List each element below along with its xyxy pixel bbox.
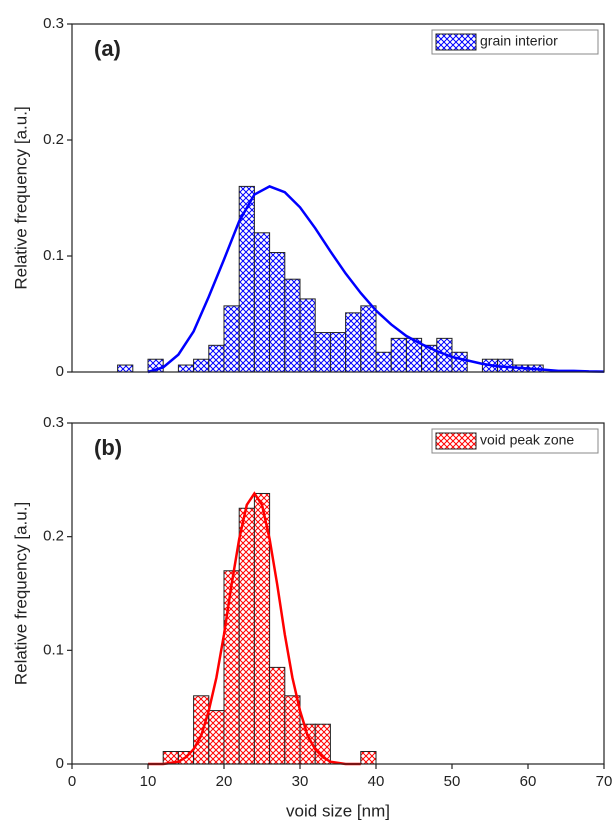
bar: [345, 312, 362, 373]
bar: [329, 332, 347, 373]
panel-label: (b): [94, 435, 122, 460]
bar: [314, 332, 331, 373]
bar: [269, 252, 286, 373]
bar: [375, 351, 392, 373]
bar: [208, 710, 225, 765]
legend-label: void peak zone: [480, 432, 574, 448]
y-tick-label: 0: [56, 755, 64, 772]
bar: [177, 364, 195, 373]
bar: [284, 278, 301, 373]
panel-label: (a): [94, 36, 121, 61]
fit-line: [147, 185, 605, 374]
plot-frame: [71, 422, 605, 765]
y-tick-label: 0.2: [43, 131, 64, 148]
x-tick-label: 0: [68, 773, 76, 790]
bar: [451, 351, 468, 373]
bar: [208, 344, 225, 373]
bar: [390, 337, 407, 373]
x-tick-label: 30: [292, 773, 309, 790]
y-tick-label: 0.3: [43, 15, 64, 32]
bar: [299, 298, 316, 373]
bar: [117, 364, 134, 373]
x-axis-label: void size [nm]: [286, 801, 390, 820]
bar: [269, 666, 286, 765]
legend-swatch: [435, 33, 477, 51]
bar: [223, 305, 240, 373]
y-tick-label: 0.2: [43, 528, 64, 545]
bar: [238, 507, 255, 765]
y-axis-label: Relative frequency [a.u.]: [11, 106, 30, 289]
plot-frame: [71, 23, 605, 373]
legend-label: grain interior: [480, 33, 558, 49]
bar: [223, 570, 240, 765]
y-tick-label: 0.1: [43, 247, 64, 264]
x-tick-label: 50: [444, 773, 461, 790]
y-axis-label: Relative frequency [a.u.]: [11, 502, 30, 685]
x-tick-label: 40: [368, 773, 385, 790]
bar: [253, 232, 271, 373]
bar: [360, 305, 377, 373]
bar: [360, 750, 377, 765]
x-tick-label: 70: [596, 773, 613, 790]
bar: [193, 358, 210, 373]
y-tick-label: 0: [56, 363, 64, 380]
y-tick-label: 0.1: [43, 641, 64, 658]
fit-line: [148, 491, 361, 766]
x-tick-label: 10: [140, 773, 157, 790]
bar: [238, 185, 255, 373]
x-tick-label: 20: [216, 773, 233, 790]
x-tick-label: 60: [520, 773, 537, 790]
bar: [193, 695, 210, 765]
legend-swatch: [435, 432, 477, 450]
y-tick-label: 0.3: [43, 414, 64, 431]
